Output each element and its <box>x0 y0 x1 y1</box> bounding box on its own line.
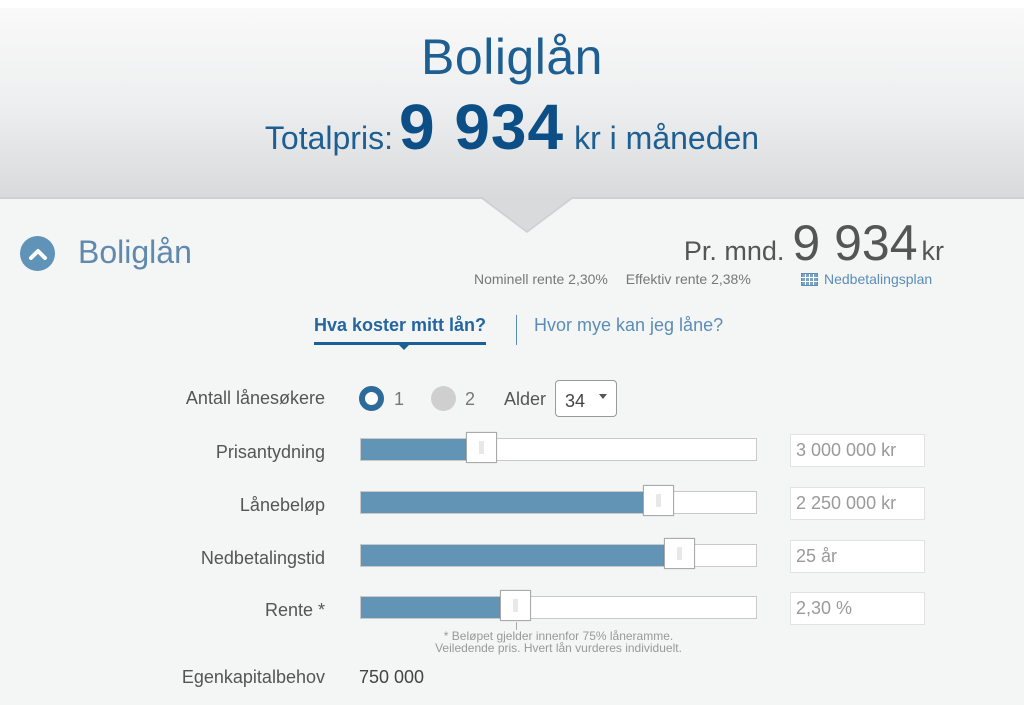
applicants-radio-1[interactable] <box>359 386 384 411</box>
age-label: Alder <box>504 389 547 409</box>
total-price: Totalpris:9 934 kr i måneden <box>0 90 1024 164</box>
active-tab-caret <box>398 344 410 350</box>
price-slider-fill <box>361 439 468 460</box>
age-select[interactable]: 34 <box>555 380 617 417</box>
grip-icon <box>677 547 682 560</box>
equity-value: 750 000 <box>359 667 425 687</box>
repayment-period-input[interactable]: 25 år <box>790 540 925 573</box>
price-input[interactable]: 3 000 000 kr <box>790 434 925 467</box>
header-pointer-fill <box>481 196 573 231</box>
repayment-plan-label: Nedbetalingsplan <box>824 271 933 287</box>
note-pointer <box>516 622 517 630</box>
interest-label: Rente * <box>264 600 325 620</box>
age-value: 34 <box>565 391 586 411</box>
loan-amount-slider-handle[interactable] <box>643 485 674 516</box>
monthly-cost: Pr. mnd. 9 934 kr <box>684 214 944 272</box>
applicants-label: Antall lånesøkere <box>185 388 325 408</box>
repayment-period-slider[interactable] <box>360 538 757 569</box>
applicants-radio-2-label: 2 <box>465 389 476 409</box>
summary-header: Boliglån Totalpris:9 934 kr i måneden <box>0 8 1024 199</box>
nominal-rate: Nominell rente 2,30% <box>474 271 608 287</box>
loan-amount-slider-fill <box>361 492 645 513</box>
monthly-cost-unit: kr <box>921 236 945 266</box>
applicants-radio-2[interactable] <box>431 386 456 411</box>
price-slider[interactable] <box>360 432 757 463</box>
dropdown-caret-icon <box>599 394 607 399</box>
grip-icon <box>656 494 661 507</box>
total-price-label: Totalpris: <box>264 120 393 156</box>
monthly-cost-amount: 9 934 <box>792 215 918 271</box>
tab-how-much-can-i-borrow[interactable]: Hvor mye kan jeg låne? <box>534 315 724 335</box>
repayment-plan-link[interactable]: Nedbetalingsplan <box>801 271 932 287</box>
repayment-period-slider-fill <box>361 545 666 566</box>
price-slider-handle[interactable] <box>466 432 497 463</box>
interest-slider-handle[interactable] <box>500 590 531 621</box>
loan-amount-input[interactable]: 2 250 000 kr <box>790 487 925 520</box>
page-title: Boliglån <box>421 29 603 85</box>
grip-icon <box>513 599 518 612</box>
tab-what-does-my-loan-cost[interactable]: Hva koster mitt lån? <box>314 315 487 345</box>
rate-info: Nominell rente 2,30% Effektiv rente 2,38… <box>474 271 765 287</box>
interest-slider[interactable] <box>360 590 757 621</box>
interest-input[interactable]: 2,30 % <box>790 592 925 625</box>
monthly-cost-label: Pr. mnd. <box>683 236 785 266</box>
tab-divider <box>516 315 517 345</box>
loan-amount-label: Lånebeløp <box>239 495 325 515</box>
footnote-line-1: * Beløpet gjelder innenfor 75% låneramme… <box>443 629 674 643</box>
chevron-up-icon <box>28 248 47 260</box>
total-price-amount: 9 934 <box>398 91 565 163</box>
collapse-section-button[interactable] <box>20 236 55 271</box>
section-title: Boliglån <box>78 234 192 270</box>
loan-amount-slider[interactable] <box>360 485 757 516</box>
repayment-period-label: Nedbetalingstid <box>200 548 325 568</box>
interest-footnote: * Beløpet gjelder innenfor 75% låneramme… <box>360 630 757 654</box>
footnote-line-2: Veiledende pris. Hvert lån vurderes indi… <box>435 641 682 655</box>
repayment-period-slider-handle[interactable] <box>664 538 695 569</box>
equity-label: Egenkapitalbehov <box>181 667 325 687</box>
applicants-radio-1-label: 1 <box>394 389 405 409</box>
grip-icon <box>479 441 484 454</box>
table-icon <box>801 272 818 286</box>
top-strip <box>0 0 1024 8</box>
price-label: Prisantydning <box>215 442 325 462</box>
total-price-unit: kr i måneden <box>574 120 760 156</box>
interest-slider-fill <box>361 597 502 618</box>
effective-rate: Effektiv rente 2,38% <box>625 271 751 287</box>
